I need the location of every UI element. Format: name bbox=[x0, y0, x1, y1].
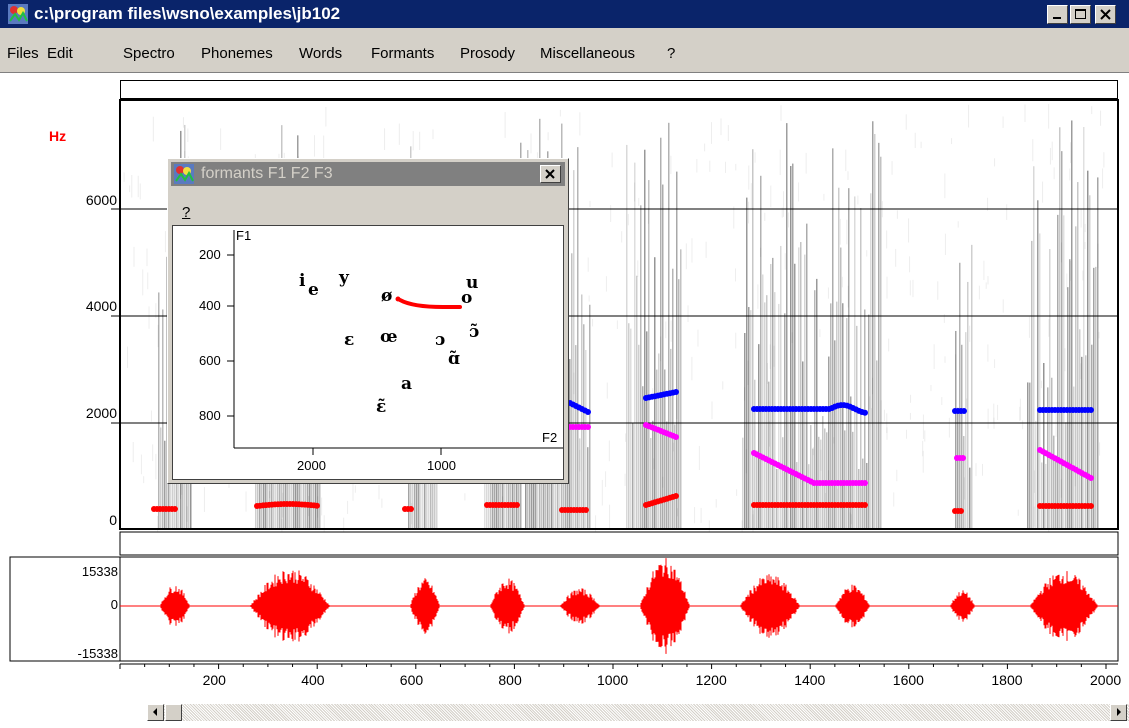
f2-tick: 1000 bbox=[427, 458, 456, 473]
formant-tracks bbox=[151, 389, 1094, 514]
vowel-open-o-nasal: ɔ̃ bbox=[469, 322, 480, 342]
formants-close-button[interactable] bbox=[540, 165, 561, 183]
waveform-trace bbox=[160, 558, 1098, 654]
menu-phonemes[interactable]: Phonemes bbox=[201, 45, 273, 62]
annotation-strip[interactable] bbox=[120, 80, 1118, 99]
time-tick-label: 200 bbox=[202, 672, 226, 688]
menu-words[interactable]: Words bbox=[299, 45, 343, 62]
scroll-thumb[interactable] bbox=[165, 704, 182, 721]
vowel-o: o bbox=[461, 288, 473, 308]
time-tick-label: 400 bbox=[301, 672, 325, 688]
menu-formants[interactable]: Formants bbox=[371, 45, 435, 62]
vowel-chart-canvas bbox=[227, 230, 563, 455]
f1-tick: 200 bbox=[199, 247, 221, 262]
wave-y-tick-zero: 0 bbox=[110, 597, 118, 612]
arrow-right-icon bbox=[1117, 708, 1121, 716]
annotation-strip-2[interactable] bbox=[119, 531, 1119, 556]
menu-prosody[interactable]: Prosody bbox=[460, 45, 516, 62]
formants-window[interactable]: formants F1 F2 F3 ? F1 F2 200 400 600 80… bbox=[167, 158, 569, 484]
formants-menu-help[interactable]: ? bbox=[182, 204, 191, 221]
time-tick-label: 1400 bbox=[794, 672, 826, 688]
vowel-a: a bbox=[401, 374, 413, 394]
minimize-icon bbox=[1053, 17, 1061, 19]
spectrogram-frame bbox=[119, 99, 1119, 530]
time-tick-label: 2000 bbox=[1090, 672, 1122, 688]
time-tick-label: 1200 bbox=[695, 672, 727, 688]
f1-tick: 400 bbox=[199, 298, 221, 313]
f1-tick: 600 bbox=[199, 353, 221, 368]
spectro-y-tick: 6000 bbox=[85, 192, 117, 208]
hz-label: Hz bbox=[49, 128, 67, 144]
spectro-y-tick: 4000 bbox=[85, 298, 117, 314]
vowel-i: i bbox=[299, 271, 306, 291]
vowel-chart[interactable]: F1 F2 200 400 600 800 2000 1000 i y u e … bbox=[172, 225, 564, 480]
vowel-e: e bbox=[308, 280, 319, 300]
formants-app-icon bbox=[174, 164, 194, 184]
spectrogram-panel bbox=[0, 72, 1129, 533]
menu-miscellaneous[interactable]: Miscellaneous bbox=[540, 45, 636, 62]
title-bar: c:\program files\wsno\examples\jb102 bbox=[0, 0, 1129, 28]
close-icon bbox=[1100, 9, 1111, 20]
time-tick-label: 600 bbox=[399, 672, 424, 688]
vowel-oe: œ bbox=[380, 327, 398, 347]
vowel-open-o: ɔ bbox=[435, 330, 446, 350]
vowel-epsilon: ɛ bbox=[344, 330, 355, 350]
time-tick-label: 1000 bbox=[597, 672, 629, 688]
menu-files[interactable]: Files bbox=[7, 45, 39, 62]
vowel-y: y bbox=[339, 268, 349, 288]
wave-y-tick-max: 15338 bbox=[81, 564, 118, 579]
time-tick-label: 800 bbox=[498, 672, 522, 688]
wave-y-tick-min: -15338 bbox=[77, 646, 118, 661]
maximize-icon bbox=[1075, 9, 1086, 19]
close-button[interactable] bbox=[1095, 5, 1116, 24]
formants-title-bar[interactable]: formants F1 F2 F3 bbox=[171, 162, 565, 186]
f2-axis-label: F2 bbox=[542, 430, 558, 445]
vowel-epsilon-nasal: ɛ̃ bbox=[376, 397, 387, 417]
arrow-left-icon bbox=[153, 708, 157, 716]
minimize-button[interactable] bbox=[1047, 5, 1068, 24]
f1-axis-label: F1 bbox=[236, 228, 252, 243]
window-title: c:\program files\wsno\examples\jb102 bbox=[34, 4, 341, 23]
maximize-button[interactable] bbox=[1070, 5, 1091, 24]
scroll-left-button[interactable] bbox=[147, 704, 164, 721]
menu-spectro[interactable]: Spectro bbox=[123, 45, 175, 62]
scroll-right-button[interactable] bbox=[1110, 704, 1127, 721]
spectro-y-tick: 0 bbox=[109, 512, 117, 528]
vowel-a-nasal: ɑ̃ bbox=[448, 349, 460, 369]
vowel-o-slash: ø bbox=[381, 286, 393, 306]
spectro-y-tick: 2000 bbox=[85, 405, 117, 421]
menu-help[interactable]: ? bbox=[667, 45, 676, 62]
menu-edit[interactable]: Edit bbox=[47, 45, 73, 62]
time-axis-ticks bbox=[119, 664, 1107, 669]
menu-bar: Files Edit Spectro Phonemes Words Forman… bbox=[0, 28, 1129, 72]
formants-window-title: formants F1 F2 F3 bbox=[201, 165, 333, 182]
time-tick-label: 1600 bbox=[892, 672, 924, 688]
time-tick-label: 1800 bbox=[991, 672, 1023, 688]
f2-tick: 2000 bbox=[297, 458, 326, 473]
f1-tick: 800 bbox=[199, 408, 221, 423]
vowel-trajectory bbox=[398, 298, 462, 309]
horizontal-scrollbar[interactable] bbox=[147, 704, 1129, 721]
app-icon bbox=[8, 4, 28, 24]
vowel-u: u bbox=[466, 273, 479, 293]
close-icon bbox=[545, 169, 555, 179]
